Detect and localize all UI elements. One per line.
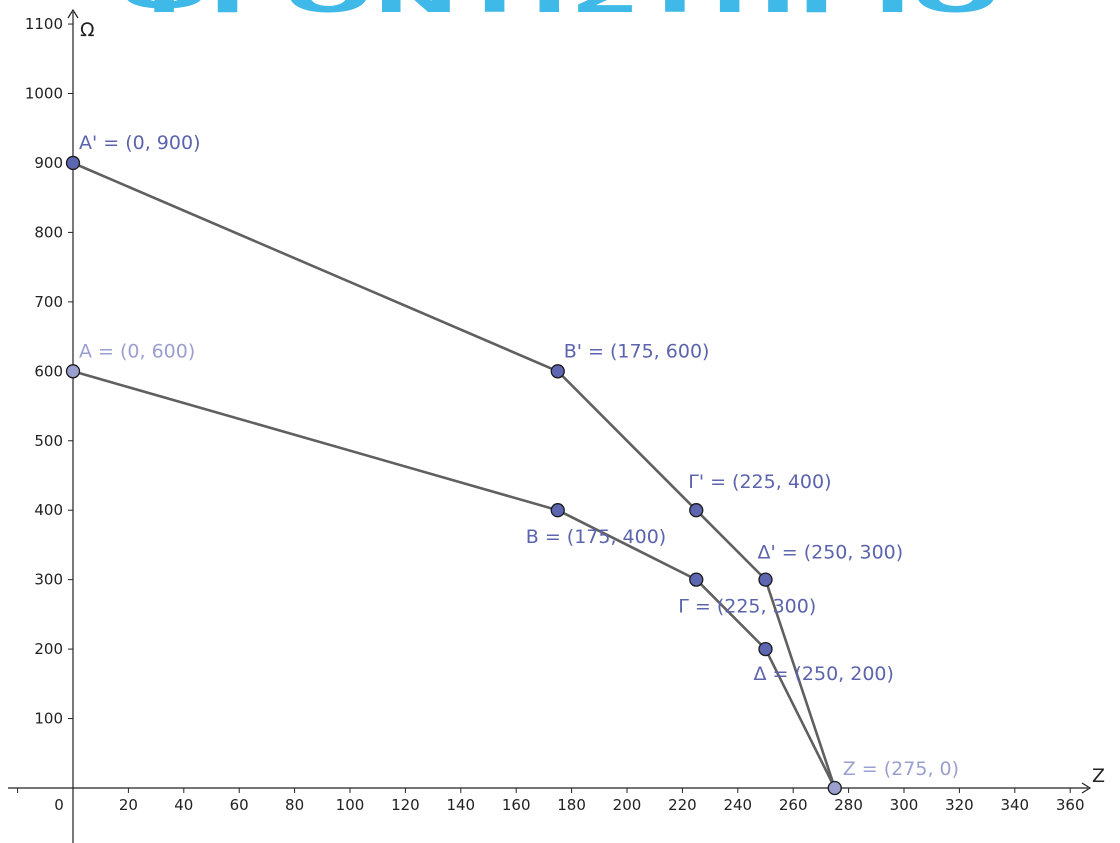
- x-tick-label: 220: [668, 796, 697, 814]
- y-axis-label: Ω: [80, 19, 95, 41]
- y-tick-label: 1100: [25, 15, 63, 33]
- x-tick-label: 340: [1000, 796, 1029, 814]
- data-point: [65, 155, 81, 171]
- y-tick-label: 1000: [25, 85, 63, 103]
- x-tick-label: 100: [336, 796, 365, 814]
- y-ticks: 100 200 300 400 500 600 700 800 900 1000 1100: [25, 15, 73, 728]
- data-point: [689, 572, 704, 587]
- x-tick-label: 320: [945, 796, 974, 814]
- data-point: [65, 364, 81, 379]
- x-tick-label: 60: [230, 796, 249, 814]
- x-tick-label: 20: [119, 796, 138, 814]
- y-axis-arrow: [67, 8, 79, 19]
- x-axis-arrow: [1081, 782, 1092, 794]
- y-tick-label: 800: [34, 223, 63, 241]
- x-tick-label: 180: [557, 796, 586, 814]
- point-label: B' = (175, 600): [564, 340, 710, 362]
- data-point: [758, 572, 773, 587]
- y-tick-label: 300: [34, 571, 63, 589]
- y-tick-label: 600: [34, 362, 63, 380]
- point-label: Γ = (225, 300): [678, 596, 816, 618]
- y-tick-label: 400: [34, 501, 63, 519]
- point-label: Z = (275, 0): [843, 758, 959, 780]
- x-tick-label: 80: [285, 796, 304, 814]
- x-ticks: 0 20 40 60 80 100 120 140 160 180 200 220 240 260 280 3…: [17, 788, 1085, 814]
- y-tick-label: 200: [34, 640, 63, 658]
- data-point: [550, 364, 565, 379]
- point-label: A' = (0, 900): [79, 132, 200, 154]
- x-tick-label: 200: [613, 796, 642, 814]
- point-label: Δ' = (250, 300): [758, 542, 904, 564]
- y-tick-label: 900: [34, 154, 63, 172]
- y-tick-label: 500: [34, 432, 63, 450]
- x-tick-label: 300: [890, 796, 919, 814]
- x-tick-label: 0: [54, 796, 64, 814]
- data-points: [65, 155, 842, 796]
- x-tick-label: 40: [174, 796, 193, 814]
- y-tick-label: 100: [34, 710, 63, 728]
- axes: [8, 8, 1092, 843]
- x-tick-label: 260: [779, 796, 808, 814]
- data-point: [689, 503, 704, 518]
- data-point: [827, 780, 842, 796]
- point-label: A = (0, 600): [79, 340, 195, 362]
- x-tick-label: 160: [502, 796, 531, 814]
- watermark-text: ΦΡΟΝΤΙΣΤΗΡΙΟ: [120, 0, 1000, 24]
- x-axis-label: Z: [1092, 765, 1105, 787]
- x-tick-label: 120: [391, 796, 420, 814]
- point-label: B = (175, 400): [526, 526, 666, 548]
- data-point: [758, 641, 773, 657]
- series-line-2: [72, 370, 836, 789]
- y-tick-label: 700: [34, 293, 63, 311]
- watermark-banner: ΦΡΟΝΤΙΣΤΗΡΙΟ: [120, 0, 1000, 24]
- x-tick-label: 360: [1056, 796, 1085, 814]
- point-labels: A' = (0, 900) B' = (175, 600) Γ' = (225, 4…: [79, 132, 959, 780]
- x-tick-label: 280: [834, 796, 863, 814]
- point-label: Γ' = (225, 400): [688, 471, 831, 493]
- point-label: Δ = (250, 200): [754, 663, 894, 685]
- data-point: [550, 503, 565, 518]
- x-tick-label: 240: [723, 796, 752, 814]
- x-tick-label: 140: [446, 796, 475, 814]
